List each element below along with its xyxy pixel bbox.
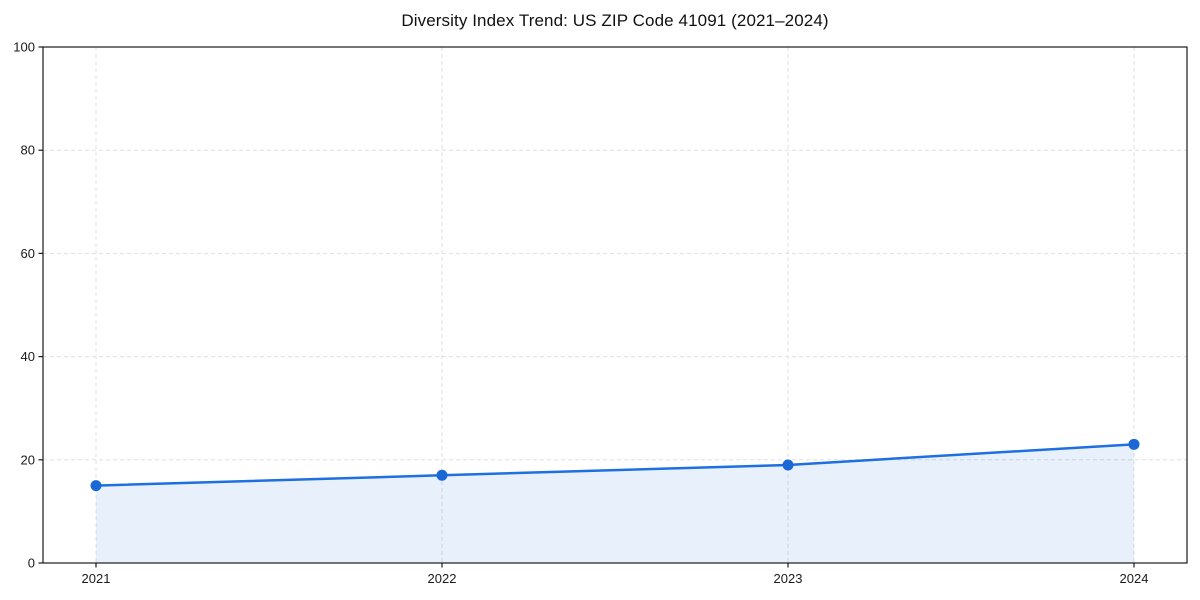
- plot-border: [42, 46, 1188, 564]
- y-tick-label: 60: [21, 246, 35, 261]
- trend-line: [94, 443, 1136, 487]
- x-tick-label: 2023: [774, 571, 803, 586]
- y-tick-label: 20: [21, 452, 35, 467]
- data-point-marker: [782, 459, 794, 471]
- data-point-marker: [90, 480, 102, 492]
- y-tick-label: 40: [21, 349, 35, 364]
- y-tick-label: 100: [13, 40, 35, 55]
- x-tick-label: 2024: [1120, 571, 1149, 586]
- data-point-marker: [1128, 438, 1140, 450]
- y-tick-label: 0: [28, 556, 35, 571]
- area-fill: [96, 444, 1134, 563]
- data-point-marker: [436, 469, 448, 481]
- x-tick-label: 2022: [428, 571, 457, 586]
- y-tick-label: 80: [21, 143, 35, 158]
- x-tick-label: 2021: [82, 571, 111, 586]
- chart-title: Diversity Index Trend: US ZIP Code 41091…: [401, 11, 829, 30]
